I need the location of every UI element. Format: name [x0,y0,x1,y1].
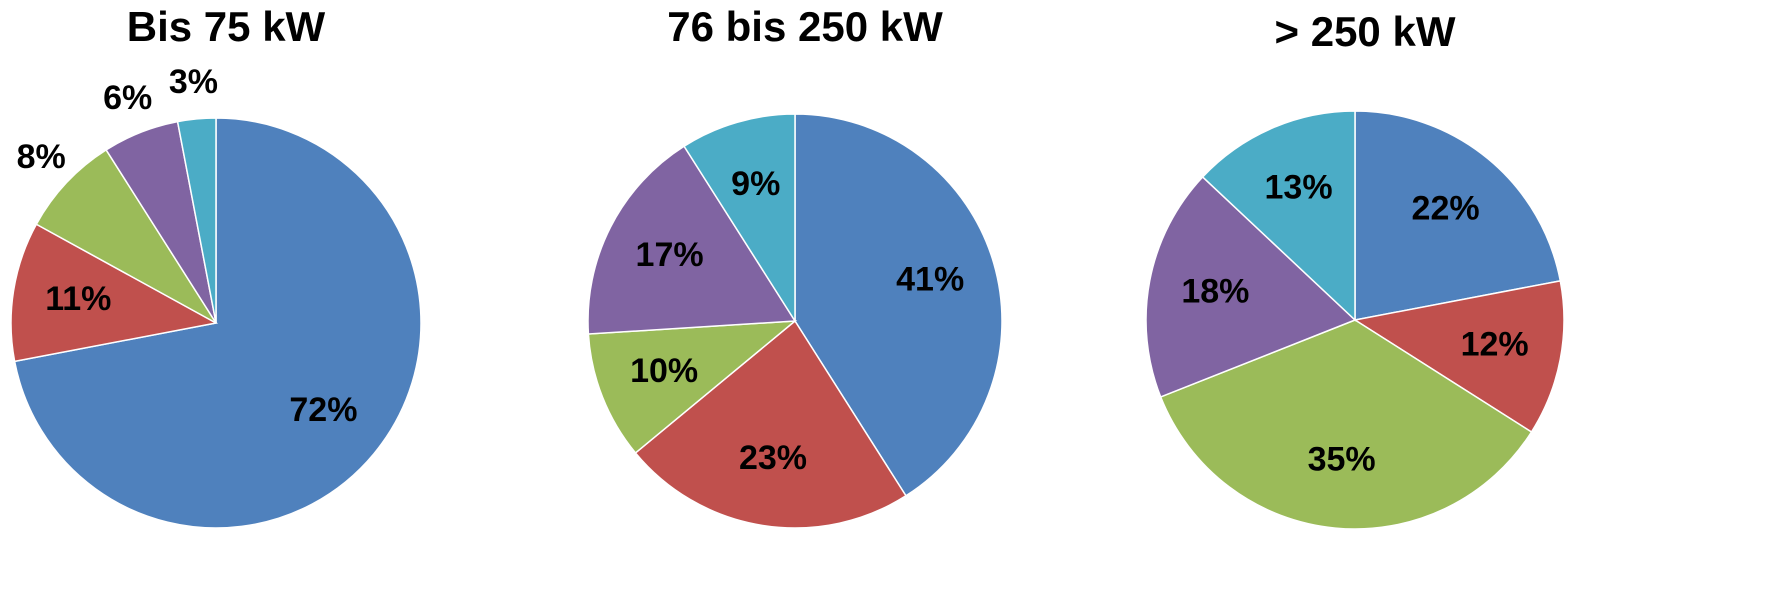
data-label: 11% [45,280,111,318]
pie-slice [1354,110,1562,321]
pie-slice [1201,110,1356,322]
pie-slice [587,320,798,455]
data-label: 41% [896,261,964,299]
data-label: 9% [731,165,780,203]
pie-slice [587,145,797,335]
data-label: 6% [103,79,152,117]
pie-slice [794,113,1003,497]
chart-title: Bis 75 kW [127,3,326,50]
pie-slice [13,117,422,529]
data-label: 8% [17,138,66,176]
data-label: 35% [1308,440,1376,478]
pie-slice [1352,279,1565,434]
pie-slice [176,117,217,324]
data-label: 17% [636,236,704,274]
pie-slice [683,113,796,324]
data-label: 13% [1265,169,1333,207]
data-label: 18% [1181,272,1249,310]
data-label: 10% [630,352,698,390]
pie-slice [634,319,907,529]
data-label: 12% [1461,326,1529,364]
chart-title: 76 bis 250 kW [667,3,943,50]
data-label: 23% [739,439,807,477]
pie-slice [1159,319,1533,530]
pie-slice [35,148,217,324]
data-label: 3% [169,63,218,101]
data-label: 22% [1412,189,1480,227]
pie-slice [1145,175,1357,398]
data-label: 72% [289,391,357,429]
chart-title: > 250 kW [1275,8,1456,55]
pie-slice [10,223,219,363]
